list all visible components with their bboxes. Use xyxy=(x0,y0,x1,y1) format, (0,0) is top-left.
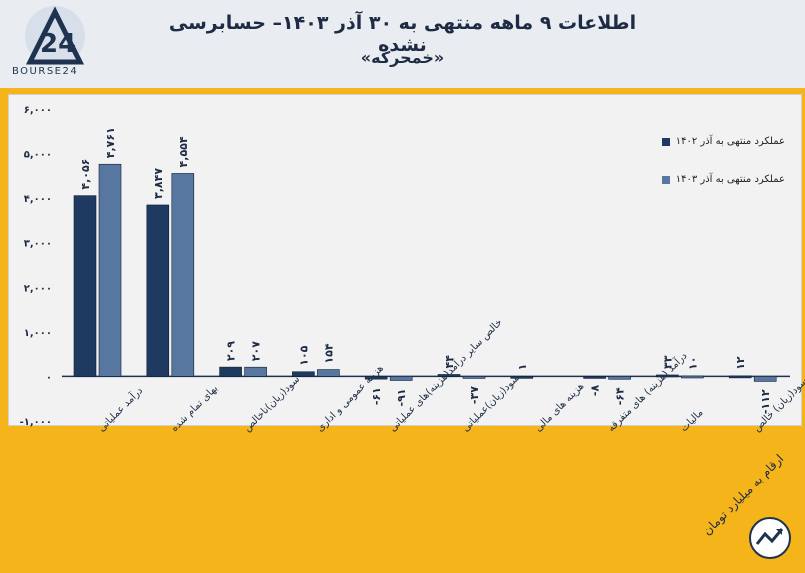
bourse24-logo: 24 xyxy=(25,6,85,66)
chart-title: اطلاعات ۹ ماهه منتهی به ۳۰ آذر ۱۴۰۳– حسا… xyxy=(168,12,637,56)
trend-icon xyxy=(749,517,791,559)
bar-1402 xyxy=(146,204,170,377)
bar-1402 xyxy=(583,376,606,379)
category-label: بهای تمام شده xyxy=(169,383,220,434)
bar-1402 xyxy=(728,375,752,379)
category-label: سود(زیان)ناخالص xyxy=(242,374,302,434)
y-tick-label: ۲,۰۰۰ xyxy=(24,283,52,294)
category-label: درآمد عملیاتی xyxy=(95,384,145,434)
bar-1402 xyxy=(73,195,97,377)
svg-text:24: 24 xyxy=(40,29,76,59)
bar-1403 xyxy=(244,366,267,377)
bar-1403 xyxy=(317,369,340,377)
data-label: -۱۱۲ xyxy=(759,389,772,414)
chart-subtitle: «خمحرکه» xyxy=(360,48,445,67)
legend-swatch-1403 xyxy=(661,175,670,184)
bar-1403 xyxy=(753,376,777,382)
data-label: ۱ xyxy=(516,364,529,371)
legend-label-1402: عملکرد منتهی به آذر ۱۴۰۲ xyxy=(675,136,785,147)
data-label: -۶۴ xyxy=(614,387,627,405)
y-tick-label: ۶,۰۰۰ xyxy=(24,105,52,116)
header: 24 BOURSE24 اطلاعات ۹ ماهه منتهی به ۳۰ آ… xyxy=(0,0,805,88)
logo-text: BOURSE24 xyxy=(12,66,79,77)
bar-1402 xyxy=(292,371,315,377)
legend-swatch-1402 xyxy=(661,137,670,146)
bar-1402 xyxy=(437,374,461,377)
bar-1402 xyxy=(510,376,534,379)
y-tick-label: ۰ xyxy=(46,372,52,383)
data-label: -۹۱ xyxy=(395,388,408,406)
bar-1403 xyxy=(98,163,122,377)
legend-item-1402: عملکرد منتهی به آذر ۱۴۰۲ xyxy=(661,136,785,147)
legend-label-1403: عملکرد منتهی به آذر ۱۴۰۳ xyxy=(675,174,785,185)
data-label: ۴,۷۶۱ xyxy=(104,127,117,158)
legend: عملکرد منتهی به آذر ۱۴۰۲ عملکرد منتهی به… xyxy=(600,128,785,196)
bar-1403 xyxy=(608,376,631,380)
y-tick-label: ۱,۰۰۰ xyxy=(24,328,52,339)
data-label: ۳۳ xyxy=(661,355,674,369)
data-label: ۲۰۹ xyxy=(225,341,238,361)
plot-panel xyxy=(8,94,802,426)
bar-1402 xyxy=(656,374,679,378)
data-label: -۳۷ xyxy=(468,386,481,404)
data-label: ۴۴ xyxy=(443,355,456,369)
y-tick-label: ۴,۰۰۰ xyxy=(24,194,52,205)
data-label: ۴,۰۵۶ xyxy=(79,159,92,190)
data-label: ۱۲ xyxy=(734,356,747,370)
bar-1403 xyxy=(462,376,486,379)
data-label: -۶۱ xyxy=(370,387,383,405)
bar-1402 xyxy=(364,376,388,380)
data-label: -۸ xyxy=(589,385,602,397)
bar-1403 xyxy=(681,375,704,379)
data-label: ۳,۸۴۷ xyxy=(152,168,165,199)
bar-1402 xyxy=(219,366,242,377)
y-tick-label: -۱,۰۰۰ xyxy=(20,417,52,428)
category-label: مالیات xyxy=(679,407,706,434)
data-label: ۴,۵۵۴ xyxy=(177,136,190,167)
data-label: ۱۰ xyxy=(686,357,699,370)
data-label: ۱۵۴ xyxy=(322,343,335,363)
legend-item-1403: عملکرد منتهی به آذر ۱۴۰۳ xyxy=(661,174,785,185)
y-tick-label: ۳,۰۰۰ xyxy=(24,239,52,250)
bar-1403 xyxy=(389,376,413,381)
data-label: ۲۰۷ xyxy=(250,341,263,361)
bar-1403 xyxy=(171,173,195,377)
category-label: هزینه های مالی xyxy=(533,381,586,434)
data-label: ۱۰۵ xyxy=(297,345,310,365)
y-tick-label: ۵,۰۰۰ xyxy=(24,150,52,161)
